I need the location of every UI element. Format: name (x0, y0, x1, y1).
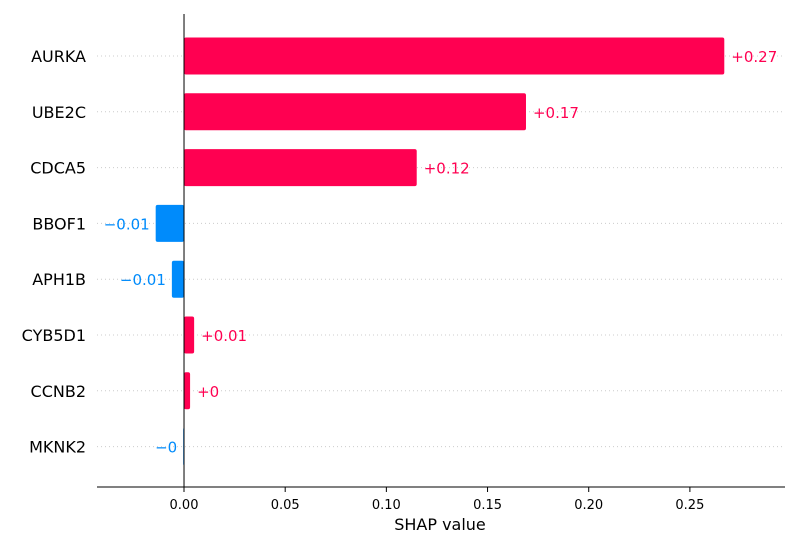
x-ticks: 0.00 0.05 0.10 0.15 0.20 0.25 (170, 487, 704, 513)
x-tick-label: 0.00 (170, 498, 199, 513)
x-tick-label: 0.25 (675, 498, 704, 513)
value-label: −0.01 (120, 271, 166, 289)
bars (155, 37, 725, 466)
bar (171, 260, 185, 298)
bar (184, 316, 195, 354)
category-labels: AURKA UBE2C CDCA5 BBOF1 APH1B CYB5D1 CCNB2 MKNK… (22, 47, 86, 457)
value-label: −0.01 (104, 215, 150, 233)
category-label: APH1B (32, 270, 86, 289)
bar (155, 204, 185, 242)
value-label: +0.17 (533, 104, 579, 122)
category-label: BBOF1 (32, 214, 86, 233)
value-label: +0.12 (424, 160, 470, 178)
x-tick-label: 0.15 (473, 498, 502, 513)
value-labels: +0.27 +0.17 +0.12 −0.01 −0.01 +0.01 +0 −0 (104, 48, 778, 457)
x-axis-label: SHAP value (394, 515, 486, 534)
value-label: +0.27 (731, 48, 777, 66)
value-label: −0 (155, 439, 177, 457)
bar (184, 93, 526, 131)
category-label: AURKA (31, 47, 86, 66)
category-label: CCNB2 (31, 382, 86, 401)
value-label: +0.01 (201, 327, 247, 345)
bar (184, 149, 417, 187)
bar (184, 37, 725, 75)
x-tick-label: 0.05 (271, 498, 300, 513)
value-label: +0 (197, 383, 219, 401)
category-label: MKNK2 (29, 438, 86, 457)
category-label: CDCA5 (30, 159, 86, 178)
x-tick-label: 0.20 (574, 498, 603, 513)
category-label: UBE2C (32, 103, 86, 122)
category-label: CYB5D1 (22, 326, 86, 345)
bar (184, 372, 191, 410)
x-tick-label: 0.10 (372, 498, 401, 513)
